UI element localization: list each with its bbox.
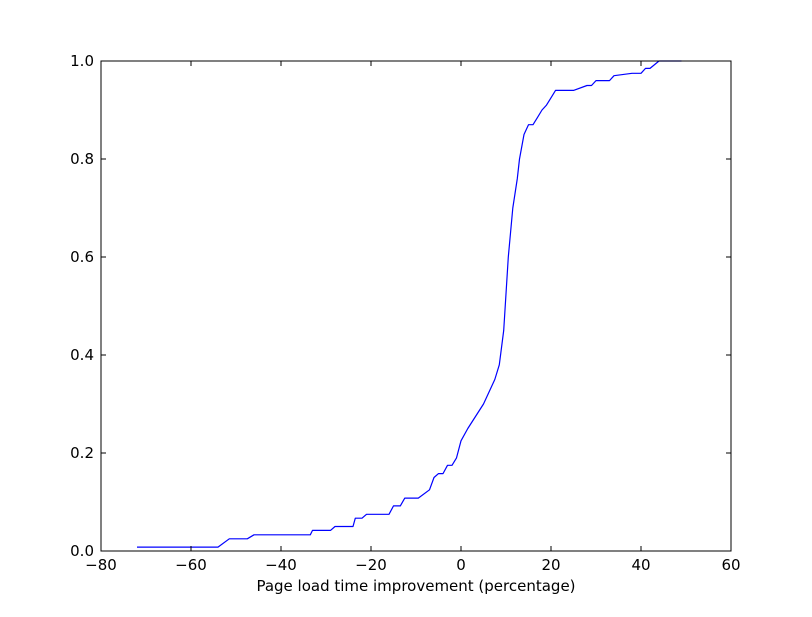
y-tick-label: 0.2 [70,444,94,462]
y-tick-label: 1.0 [70,52,94,70]
x-tick-label: −80 [85,556,117,574]
y-tick-label: 0.8 [70,150,94,168]
ticks-layer: −80 −60 −40 −20 0 20 40 60 0.0 0.2 0.4 0.6 0.8 1.0 [70,52,740,574]
x-tick-label: 60 [721,556,740,574]
x-tick-label: 40 [631,556,650,574]
y-tick-label: 0.4 [70,346,94,364]
x-tick-label: −60 [175,556,207,574]
x-axis-label: Page load time improvement (percentage) [256,577,575,595]
x-tick-label: 0 [456,556,466,574]
cdf-line [137,60,682,548]
plot-frame [100,60,732,552]
y-tick-label: 0.6 [70,248,94,266]
x-tick-label: −20 [355,556,387,574]
x-tick-label: −40 [265,556,297,574]
x-tick-label: 20 [541,556,560,574]
y-tick-label: 0.0 [70,542,94,560]
plot-layer [137,60,682,548]
